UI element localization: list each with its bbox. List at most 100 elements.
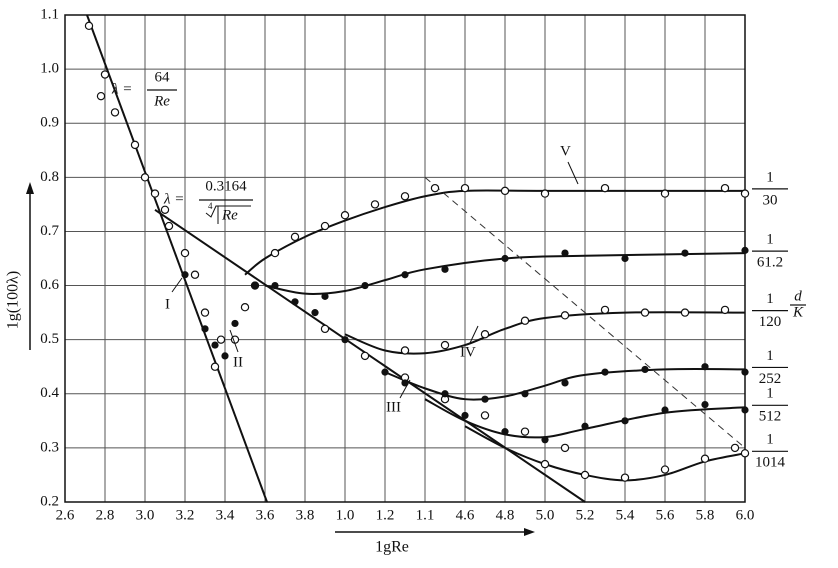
x-tick-label: 1.0 <box>336 507 355 523</box>
y-tick-label: 0.9 <box>40 115 59 131</box>
region-label: I <box>165 296 170 312</box>
open-point <box>660 465 670 474</box>
y-tick-label: 0.7 <box>40 223 59 239</box>
x-tick-label: 1.1 <box>416 507 435 523</box>
roughness-axis-label: K d <box>790 288 806 320</box>
k-numerator: K <box>792 304 804 320</box>
filled-point <box>501 428 509 436</box>
leader-line <box>567 161 579 185</box>
blasius-formula: λ = 0.3164 4 Re <box>163 178 253 224</box>
x-tick-label: 5.0 <box>536 507 555 523</box>
open-point <box>740 449 750 458</box>
open-point <box>700 454 710 463</box>
open-point <box>560 311 570 320</box>
open-point <box>96 91 106 101</box>
x-tick-label: 3.4 <box>216 507 235 523</box>
filled-point <box>441 390 449 398</box>
y-tick-label: 1.0 <box>40 61 59 77</box>
filled-point <box>201 325 209 333</box>
roughness-numerator: 1 <box>766 386 774 402</box>
curve <box>464 425 746 482</box>
x-tick-label: 5.6 <box>656 507 675 523</box>
dashed-line <box>424 176 746 449</box>
open-point <box>110 108 120 117</box>
leader-line <box>229 329 239 353</box>
filled-point <box>481 395 489 403</box>
y-tick-label: 0.4 <box>40 385 59 401</box>
open-point <box>240 303 250 312</box>
region-label: V <box>560 143 571 159</box>
labels: 2.6 2.8 3.0 3.2 3.4 3.6 3.8 1.0 1.2 1.1 4.6 4.8 5.0 5… <box>40 6 788 523</box>
filled-point <box>181 271 189 279</box>
open-point <box>150 189 160 198</box>
x-tick-label: 4.6 <box>456 507 475 523</box>
open-point <box>540 459 550 469</box>
open-point <box>84 21 94 31</box>
filled-point <box>341 336 349 344</box>
x-tick-label: 2.8 <box>96 507 115 523</box>
leader-line <box>399 379 411 399</box>
filled-point <box>701 401 709 409</box>
y-tick-label: 0.3 <box>40 439 59 455</box>
open-point <box>180 248 190 258</box>
filled-point <box>621 254 629 263</box>
open-point <box>160 205 170 214</box>
roughness-denominator: 252 <box>759 371 782 387</box>
filled-point <box>441 265 449 273</box>
filled-point <box>251 281 259 290</box>
open-point <box>480 330 490 339</box>
curve <box>244 189 745 276</box>
formula-lhs: λ = <box>111 81 132 97</box>
open-point <box>370 200 380 209</box>
open-point <box>740 189 750 198</box>
roughness-numerator: 1 <box>766 232 774 248</box>
open-point <box>100 70 110 79</box>
grid <box>64 14 746 503</box>
roughness-numerator: 1 <box>766 169 774 185</box>
filled-point <box>601 368 609 376</box>
x-tick-label: 2.6 <box>56 507 75 523</box>
region-label: II <box>233 354 243 370</box>
x-tick-label: 1.2 <box>376 507 395 523</box>
filled-point <box>231 319 239 328</box>
open-point <box>164 221 174 231</box>
open-point <box>660 189 670 198</box>
curve <box>344 311 746 355</box>
formula-radicand: Re <box>221 207 238 223</box>
x-tick-label: 3.2 <box>176 507 195 523</box>
filled-point <box>581 422 589 430</box>
x-tick-label: 4.8 <box>496 507 515 523</box>
x-tick-label: 5.8 <box>696 507 715 523</box>
region-label: IV <box>460 344 476 360</box>
open-point <box>200 308 210 317</box>
x-tick-label: 6.0 <box>736 507 755 523</box>
filled-point <box>291 298 299 306</box>
open-point <box>400 346 410 355</box>
open-point <box>480 411 490 420</box>
roughness-denominator: 1014 <box>755 455 786 471</box>
x-tick-label: 3.8 <box>296 507 315 523</box>
open-point <box>320 221 330 231</box>
filled-point <box>211 341 219 349</box>
filled-point <box>461 411 469 420</box>
roughness-denominator: 30 <box>763 192 778 208</box>
open-point <box>500 186 510 196</box>
x-arrow-head <box>524 528 535 536</box>
y-tick-label: 0.6 <box>40 277 59 293</box>
open-point <box>270 248 280 258</box>
open-point <box>360 351 370 361</box>
y-tick-label: 0.2 <box>40 493 59 509</box>
open-point <box>460 183 470 193</box>
filled-point <box>381 368 389 376</box>
leader-line <box>171 277 183 293</box>
plot-frame <box>64 14 746 503</box>
open-point <box>560 443 570 453</box>
x-axis-title: 1gRe <box>375 539 409 556</box>
y-tick-label: 1.1 <box>40 6 59 22</box>
curve <box>264 252 746 295</box>
y-tick-label: 0.8 <box>40 169 59 185</box>
region-leaders <box>171 161 579 399</box>
open-point <box>520 427 530 436</box>
open-point <box>320 324 330 334</box>
